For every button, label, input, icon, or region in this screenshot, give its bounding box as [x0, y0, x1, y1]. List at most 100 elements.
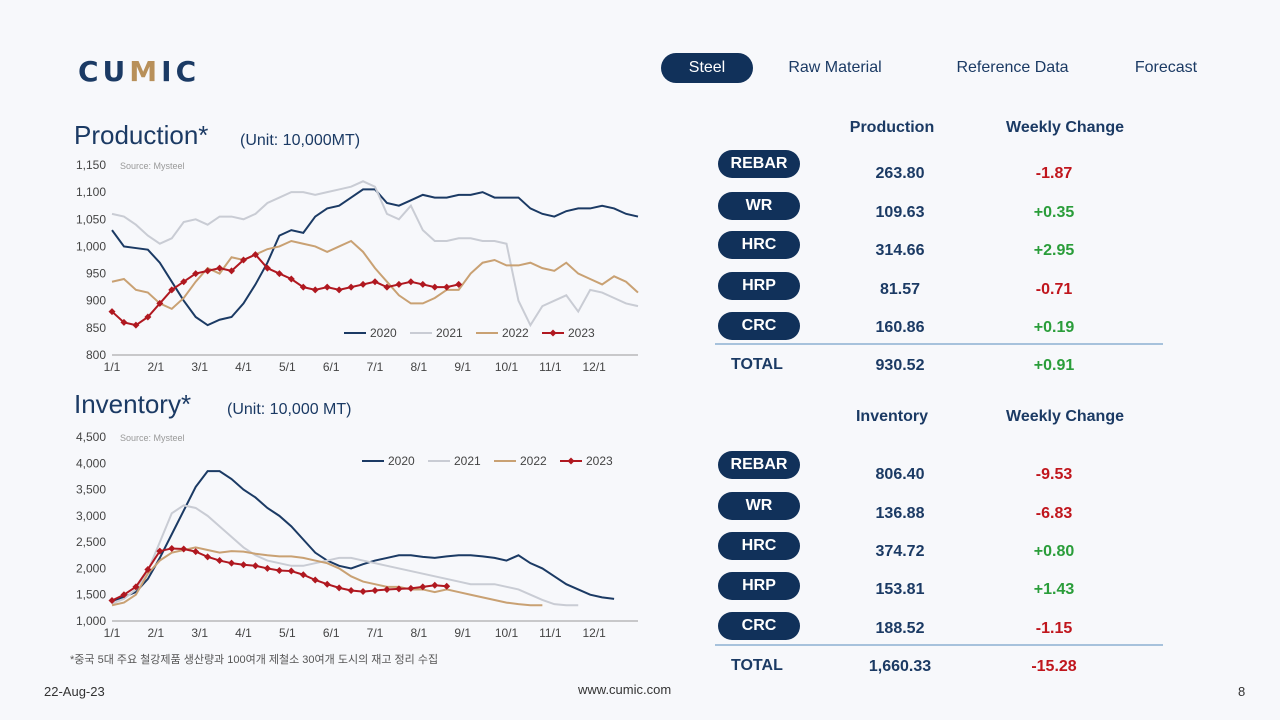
prod-xtick: 10/1 — [495, 360, 519, 374]
production-change-hrp: -0.71 — [1035, 281, 1073, 298]
inv-point-2023 — [108, 596, 116, 604]
top-nav: Steel Raw Material Reference Data Foreca… — [660, 53, 1220, 83]
production-value-crc: 160.86 — [875, 319, 925, 336]
footer-url[interactable]: www.cumic.com — [578, 682, 672, 697]
inventory-value-hrc: 374.72 — [875, 543, 925, 560]
prod-ytick: 850 — [86, 321, 106, 335]
prod-legend-label-2020: 2020 — [370, 326, 397, 340]
inv-legend-label-2020: 2020 — [388, 454, 415, 468]
production-change-wr: +0.35 — [1033, 204, 1075, 221]
prod-point-2023 — [120, 318, 128, 326]
inventory-change-wr: -6.83 — [1035, 505, 1073, 522]
inv-point-2023 — [419, 583, 427, 591]
inv-point-2023 — [240, 561, 247, 569]
inv-point-2023 — [311, 576, 319, 584]
production-change-rebar: -1.87 — [1035, 165, 1073, 182]
prod-point-2023 — [204, 267, 212, 275]
prod-xtick: 4/1 — [235, 360, 252, 374]
inv-series-2021 — [111, 504, 579, 607]
tab-steel[interactable]: Steel — [661, 53, 753, 83]
prod-point-2023 — [144, 313, 152, 321]
inv-point-2023 — [299, 571, 307, 579]
prod-point-2023 — [275, 270, 283, 278]
inventory-label-hrp: HRP — [718, 572, 800, 600]
production-change-hrc: +2.95 — [1033, 242, 1075, 259]
prod-series-2022 — [111, 239, 639, 311]
prod-point-2023 — [108, 308, 116, 316]
inventory-line-chart: 1,000 1,500 2,000 2,500 3,000 3,500 4,000 4,500… — [76, 430, 638, 640]
inv-point-2023 — [120, 591, 128, 599]
inventory-total-change: -15.28 — [1031, 658, 1077, 675]
inventory-label-rebar: REBAR — [718, 451, 800, 479]
production-label-crc: CRC — [718, 312, 800, 340]
prod-legend-marker — [549, 329, 557, 337]
inventory-value-crc: 188.52 — [875, 620, 925, 637]
inv-xtick: 1/1 — [104, 626, 121, 640]
tab-raw-material[interactable]: Raw Material — [788, 59, 882, 76]
prod-xtick: 6/1 — [323, 360, 340, 374]
inventory-change-col-header: Weekly Change — [1006, 408, 1124, 425]
inventory-col-header: Inventory — [855, 408, 928, 425]
production-value-wr: 109.63 — [875, 204, 925, 221]
production-total-label: TOTAL — [731, 356, 783, 373]
inv-xtick: 2/1 — [147, 626, 164, 640]
inv-point-2023 — [204, 553, 212, 561]
prod-point-2023 — [443, 283, 451, 291]
prod-xtick: 2/1 — [147, 360, 164, 374]
prod-point-2023 — [263, 264, 271, 272]
prod-point-2023 — [180, 278, 188, 286]
logo-text-mid: M — [129, 55, 162, 88]
logo-text-left: CU — [78, 55, 130, 88]
prod-ytick: 1,000 — [76, 239, 106, 253]
inventory-change-crc: -1.15 — [1035, 620, 1073, 637]
inventory-change-hrp: +1.43 — [1033, 581, 1075, 598]
prod-point-2023 — [395, 280, 403, 288]
tab-forecast[interactable]: Forecast — [1134, 59, 1198, 76]
prod-point-2023 — [287, 275, 295, 283]
page-number: 8 — [1238, 684, 1246, 699]
footer-date: 22-Aug-23 — [44, 684, 105, 699]
inventory-title: Inventory* — [74, 389, 192, 419]
production-total-change: +0.91 — [1033, 357, 1075, 374]
production-line-chart: 800 850 900 950 1,000 1,050 1,100 1,150 1/1 2/1 3/… — [76, 158, 639, 374]
inv-point-2023 — [180, 545, 188, 553]
prod-xtick: 3/1 — [191, 360, 208, 374]
prod-point-2023 — [419, 280, 427, 288]
inv-point-2023 — [443, 582, 451, 590]
production-unit: (Unit: 10,000MT) — [240, 132, 361, 149]
tab-reference-data[interactable]: Reference Data — [956, 59, 1069, 76]
inv-xtick: 9/1 — [454, 626, 471, 640]
inv-point-2023 — [263, 564, 271, 572]
production-label-wr: WR — [718, 192, 800, 220]
inv-point-2023 — [228, 559, 236, 567]
production-change-crc: +0.19 — [1033, 319, 1075, 336]
inv-point-2023 — [371, 587, 379, 595]
inv-point-2023 — [431, 581, 439, 589]
logo-text-right: IC — [161, 55, 201, 88]
inventory-change-rebar: -9.53 — [1035, 466, 1073, 483]
prod-xtick: 7/1 — [367, 360, 384, 374]
inventory-value-rebar: 806.40 — [875, 466, 925, 483]
prod-point-2023 — [455, 280, 463, 288]
inventory-value-hrp: 153.81 — [875, 581, 925, 598]
prod-point-2023 — [347, 283, 355, 291]
prod-point-2023 — [335, 286, 343, 294]
prod-legend-label-2021: 2021 — [436, 326, 463, 340]
footnote: *중국 5대 주요 철강제품 생산량과 100여개 제철소 30여개 도시의 재… — [70, 654, 439, 666]
cumic-logo: CUMIC — [78, 55, 200, 88]
inventory-label-crc: CRC — [718, 612, 800, 640]
inventory-label-hrc: HRC — [718, 532, 800, 560]
prod-xtick: 9/1 — [454, 360, 471, 374]
inv-ytick: 1,000 — [76, 614, 106, 628]
inv-xtick: 10/1 — [495, 626, 519, 640]
prod-ytick: 1,050 — [76, 212, 106, 226]
inv-point-2023 — [347, 587, 355, 595]
inventory-label-wr: WR — [718, 492, 800, 520]
inventory-total-value: 1,660.33 — [868, 658, 932, 675]
inv-legend-marker — [567, 457, 575, 465]
inv-xtick: 8/1 — [410, 626, 427, 640]
prod-xtick: 8/1 — [410, 360, 427, 374]
inv-point-2023 — [323, 580, 331, 588]
production-change-col-header: Weekly Change — [1006, 119, 1124, 136]
production-value-rebar: 263.80 — [875, 165, 925, 182]
